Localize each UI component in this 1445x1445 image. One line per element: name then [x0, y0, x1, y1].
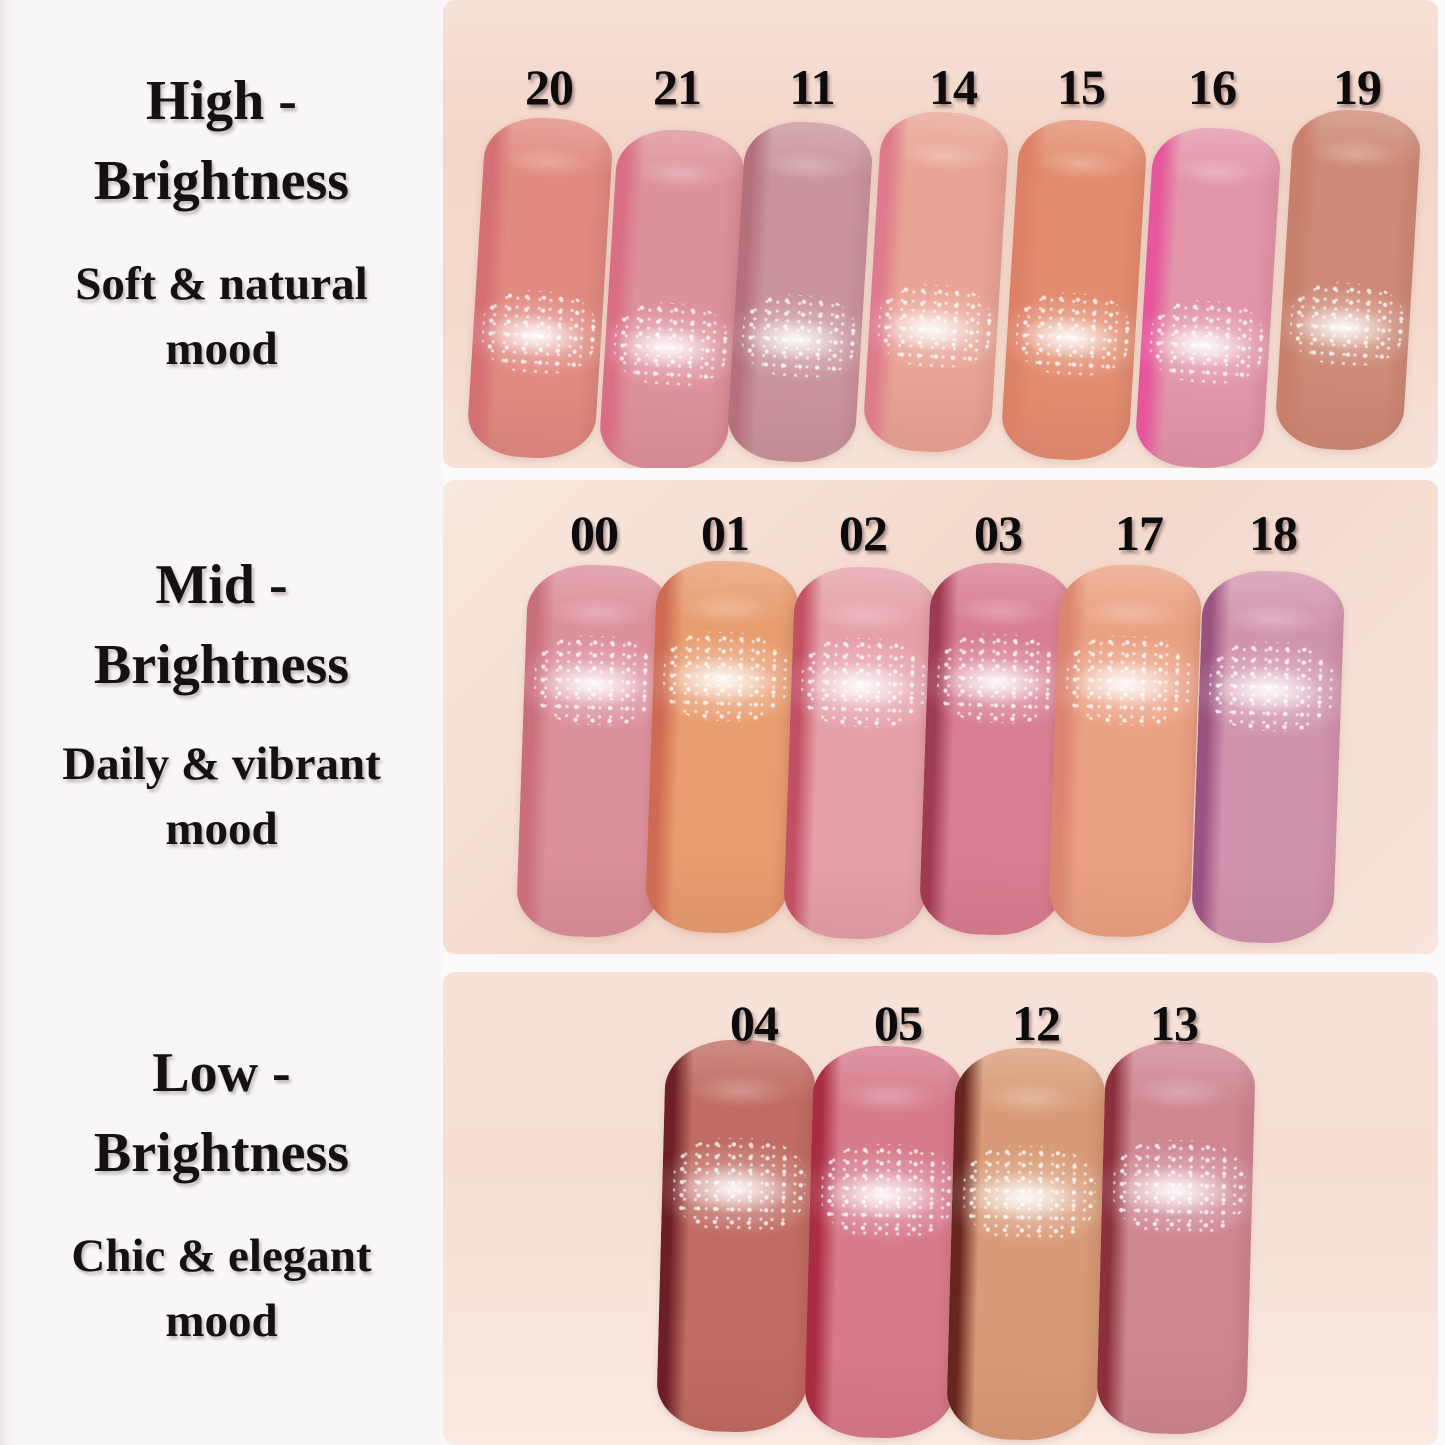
low-brightness-subtitle-line2: mood — [165, 1294, 278, 1347]
high-brightness-subtitle: Soft & natural mood — [0, 252, 443, 382]
swatch-shade-12 — [945, 1046, 1107, 1442]
shade-number-21: 21 — [653, 59, 702, 115]
mid-brightness-title: Mid - Brightness — [0, 546, 443, 705]
shade-number-03: 03 — [974, 505, 1023, 561]
high-brightness-title-line2: Brightness — [93, 149, 350, 212]
swatch-shade-13 — [1095, 1040, 1257, 1436]
high-brightness-subtitle-line2: mood — [165, 322, 278, 375]
swatch-shade-17 — [1047, 562, 1203, 940]
shade-number-01: 01 — [701, 505, 750, 561]
shade-number-00: 00 — [570, 505, 619, 561]
shade-number-11: 11 — [789, 59, 835, 115]
shade-number-04: 04 — [730, 995, 779, 1051]
shade-number-15: 15 — [1057, 59, 1106, 115]
shade-number-02: 02 — [839, 505, 888, 561]
high-brightness-swatch-photo: 20 21 11 14 15 16 19 — [443, 0, 1438, 468]
mid-brightness-swatch-photo: 00 01 02 03 17 18 — [443, 480, 1438, 954]
swatch-shade-01 — [644, 558, 800, 936]
swatch-shade-20 — [465, 114, 615, 462]
swatch-shade-19 — [1273, 106, 1423, 454]
swatch-shade-11 — [725, 118, 875, 466]
swatch-shade-16 — [1133, 124, 1283, 468]
high-brightness-title: High - Brightness — [0, 62, 443, 221]
swatch-shade-15 — [999, 116, 1149, 464]
shade-number-05: 05 — [874, 995, 923, 1051]
low-brightness-title-line1: Low - — [152, 1042, 291, 1104]
low-brightness-swatch-photo: 04 05 12 13 — [443, 972, 1438, 1445]
swatch-shade-18 — [1190, 568, 1346, 946]
mid-brightness-title-line2: Brightness — [93, 633, 350, 696]
swatch-shade-14 — [861, 108, 1011, 456]
high-brightness-title-line1: High - — [146, 70, 297, 132]
mid-brightness-subtitle-line1: Daily & vibrant — [62, 738, 381, 790]
shade-number-12: 12 — [1012, 995, 1061, 1051]
swatch-shade-21 — [597, 126, 747, 468]
mid-brightness-title-line1: Mid - — [155, 554, 288, 616]
shade-number-16: 16 — [1188, 59, 1237, 115]
shade-number-19: 19 — [1333, 59, 1382, 115]
shade-number-13: 13 — [1150, 995, 1199, 1051]
swatch-shade-02 — [782, 564, 938, 942]
low-brightness-subtitle: Chic & elegant mood — [0, 1224, 443, 1354]
shade-number-14: 14 — [929, 59, 978, 115]
low-brightness-subtitle-line1: Chic & elegant — [71, 1230, 372, 1282]
shade-number-18: 18 — [1249, 505, 1298, 561]
mid-brightness-subtitle-line2: mood — [165, 802, 278, 855]
swatch-shade-05 — [803, 1044, 965, 1440]
shade-number-20: 20 — [525, 59, 574, 115]
low-brightness-title: Low - Brightness — [0, 1034, 443, 1193]
shade-number-17: 17 — [1115, 505, 1164, 561]
mid-brightness-subtitle: Daily & vibrant mood — [0, 732, 443, 862]
label-column: High - Brightness Soft & natural mood Mi… — [0, 0, 443, 1445]
high-brightness-subtitle-line1: Soft & natural — [75, 258, 368, 310]
swatch-shade-04 — [655, 1038, 817, 1434]
low-brightness-title-line2: Brightness — [93, 1121, 350, 1184]
